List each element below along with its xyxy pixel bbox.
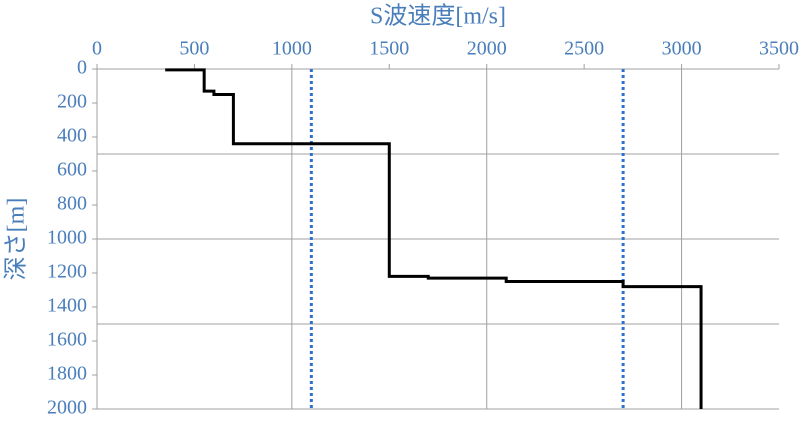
- y-tick-label: 1800: [47, 363, 87, 385]
- x-tick-label: 3000: [662, 38, 702, 60]
- y-tick-label: 800: [57, 193, 87, 215]
- y-axis-label: 深さ[m]: [3, 198, 30, 281]
- x-tick-label: 2500: [564, 38, 604, 60]
- x-tick-label: 1500: [369, 38, 409, 60]
- y-tick-label: 1600: [47, 329, 87, 351]
- y-tick-label: 1400: [47, 295, 87, 317]
- x-tick-label: 0: [92, 38, 102, 60]
- y-tick-label: 400: [57, 125, 87, 147]
- x-axis-label: S波速度[m/s]: [370, 3, 506, 30]
- x-tick-label: 2000: [467, 38, 507, 60]
- x-tick-label: 3500: [759, 38, 799, 60]
- y-tick-label: 2000: [47, 397, 87, 419]
- y-tick-label: 1000: [47, 227, 87, 249]
- x-tick-label: 1000: [272, 38, 312, 60]
- x-tick-label: 500: [179, 38, 209, 60]
- y-tick-label: 0: [77, 57, 87, 79]
- y-tick-label: 1200: [47, 261, 87, 283]
- profile-line: [165, 68, 703, 409]
- y-tick-label: 200: [57, 91, 87, 113]
- y-tick-label: 600: [57, 159, 87, 181]
